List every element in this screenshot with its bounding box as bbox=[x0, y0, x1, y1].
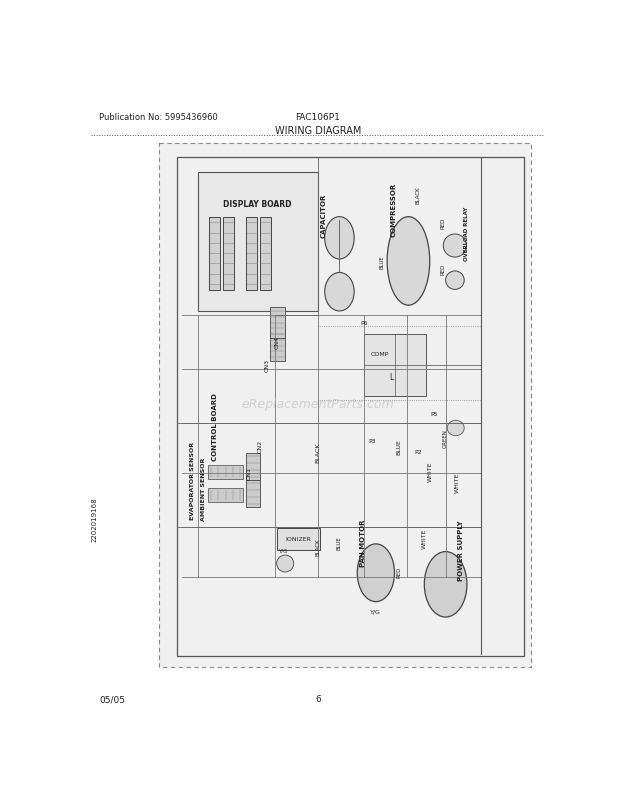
FancyBboxPatch shape bbox=[208, 465, 242, 480]
Ellipse shape bbox=[387, 217, 430, 306]
Text: CONTROL BOARD: CONTROL BOARD bbox=[213, 393, 218, 461]
Text: CN3: CN3 bbox=[265, 358, 270, 372]
Text: P2: P2 bbox=[415, 449, 422, 454]
Text: 6: 6 bbox=[315, 695, 321, 703]
Text: 2202019168: 2202019168 bbox=[92, 497, 97, 541]
Text: COMP: COMP bbox=[371, 351, 389, 356]
FancyBboxPatch shape bbox=[270, 308, 285, 338]
Text: Y/G: Y/G bbox=[370, 609, 381, 614]
Text: EVAPORATOR SENSOR: EVAPORATOR SENSOR bbox=[190, 442, 195, 520]
FancyBboxPatch shape bbox=[247, 454, 260, 480]
Text: eReplacementParts.com: eReplacementParts.com bbox=[241, 397, 394, 411]
Text: P5: P5 bbox=[430, 411, 438, 416]
FancyBboxPatch shape bbox=[365, 334, 427, 396]
Text: RED: RED bbox=[441, 264, 446, 275]
FancyBboxPatch shape bbox=[260, 218, 272, 291]
Text: BLUE: BLUE bbox=[337, 536, 342, 549]
Text: OVERLOAD RELAY: OVERLOAD RELAY bbox=[464, 206, 469, 261]
Text: CN2: CN2 bbox=[257, 439, 262, 452]
Text: RED: RED bbox=[441, 217, 446, 229]
FancyBboxPatch shape bbox=[247, 480, 260, 508]
Text: COMPRESSOR: COMPRESSOR bbox=[391, 183, 397, 237]
FancyBboxPatch shape bbox=[278, 529, 320, 550]
Ellipse shape bbox=[424, 552, 467, 618]
Text: P3: P3 bbox=[368, 438, 376, 444]
Ellipse shape bbox=[325, 217, 354, 260]
Text: BLACK: BLACK bbox=[416, 186, 421, 204]
Ellipse shape bbox=[447, 421, 464, 436]
Text: CAPACITOR: CAPACITOR bbox=[321, 193, 327, 237]
Text: WHITE: WHITE bbox=[454, 472, 460, 492]
Text: CN1: CN1 bbox=[247, 467, 252, 480]
Text: WIRING DIAGRAM: WIRING DIAGRAM bbox=[275, 125, 361, 136]
Text: BLACK: BLACK bbox=[315, 442, 321, 463]
Ellipse shape bbox=[277, 555, 294, 573]
FancyBboxPatch shape bbox=[198, 173, 317, 311]
FancyBboxPatch shape bbox=[210, 218, 220, 291]
Text: PAN MOTOR: PAN MOTOR bbox=[360, 519, 366, 566]
Text: GREEN: GREEN bbox=[443, 429, 448, 448]
Text: BLACK: BLACK bbox=[315, 537, 321, 555]
Text: Publication No: 5995436960: Publication No: 5995436960 bbox=[99, 113, 218, 122]
FancyBboxPatch shape bbox=[270, 330, 285, 362]
Text: WHITE: WHITE bbox=[422, 529, 427, 549]
FancyBboxPatch shape bbox=[159, 144, 531, 667]
Text: AMBIENT SENSOR: AMBIENT SENSOR bbox=[202, 457, 206, 520]
Circle shape bbox=[443, 235, 467, 257]
Text: FAC106P1: FAC106P1 bbox=[295, 113, 340, 122]
FancyBboxPatch shape bbox=[223, 218, 234, 291]
Text: BLUE: BLUE bbox=[397, 438, 402, 454]
Text: DISPLAY BOARD: DISPLAY BOARD bbox=[223, 200, 291, 209]
Text: POWER SUPPLY: POWER SUPPLY bbox=[458, 520, 464, 581]
Text: RED: RED bbox=[397, 566, 402, 577]
Text: L: L bbox=[389, 372, 394, 382]
Text: BLUE: BLUE bbox=[379, 255, 384, 269]
Text: 05/05: 05/05 bbox=[99, 695, 125, 703]
Circle shape bbox=[446, 272, 464, 290]
Ellipse shape bbox=[325, 273, 354, 311]
FancyBboxPatch shape bbox=[208, 488, 242, 502]
Text: Y/G: Y/G bbox=[278, 548, 288, 553]
Text: CN4: CN4 bbox=[275, 336, 280, 349]
Text: IONIZER: IONIZER bbox=[285, 537, 311, 541]
Text: WHITE: WHITE bbox=[428, 461, 433, 482]
Text: P6: P6 bbox=[360, 321, 368, 326]
Ellipse shape bbox=[357, 545, 394, 602]
FancyBboxPatch shape bbox=[247, 218, 257, 291]
